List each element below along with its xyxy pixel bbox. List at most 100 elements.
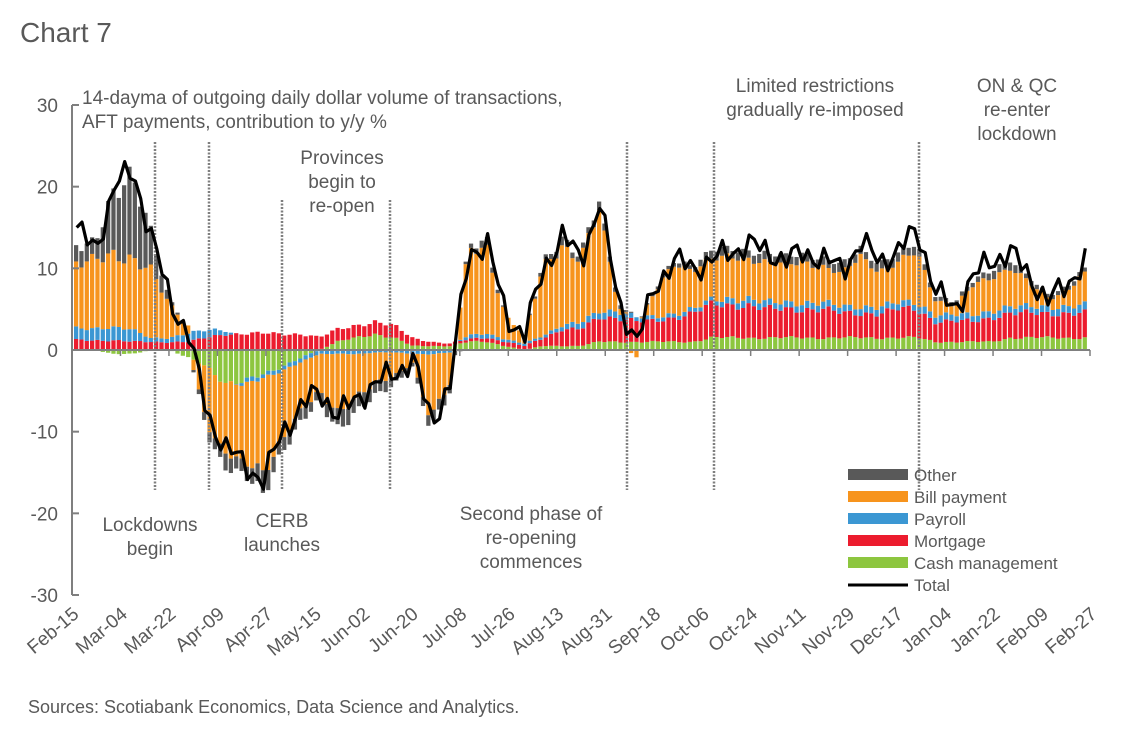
bar-segment-other	[698, 259, 703, 267]
bar-segment-mortgage	[244, 334, 250, 350]
bar-segment-mortgage	[831, 310, 837, 338]
bar-segment-bill-payment	[741, 256, 746, 301]
bar-segment-payroll	[244, 377, 250, 382]
bar-segment-mortgage	[645, 319, 650, 342]
bar-segment-payroll	[436, 350, 442, 354]
bar-segment-mortgage	[127, 341, 132, 350]
bar-segment-cash-management	[298, 350, 303, 359]
bar-segment-cash-management	[778, 338, 783, 350]
bar-segment-mortgage	[90, 340, 95, 350]
bar-segment-mortgage	[346, 328, 351, 340]
bar-segment-bill-payment	[698, 266, 703, 308]
bar-segment-payroll	[874, 309, 879, 317]
bar-segment-cash-management	[725, 336, 730, 350]
bar-segment-bill-payment	[735, 260, 741, 304]
bar-segment-cash-management	[607, 341, 612, 350]
bar-segment-mortgage	[148, 342, 153, 350]
bar-segment-mortgage	[330, 330, 335, 345]
bar-segment-mortgage	[783, 307, 789, 338]
chart-title: Chart 7	[20, 17, 112, 48]
bar-segment-mortgage	[1082, 309, 1087, 338]
bar-segment-bill-payment	[314, 355, 319, 393]
bar-segment-other	[212, 438, 217, 450]
x-tick-label: Feb-09	[993, 604, 1053, 659]
bar-segment-payroll	[1023, 303, 1029, 310]
bar-segment-mortgage	[885, 308, 890, 338]
bar-segment-other	[1050, 295, 1055, 300]
bar-segment-mortgage	[506, 342, 511, 347]
bar-segment-other	[687, 265, 692, 269]
legend: Other Bill payment Payroll Mortgage Cash man…	[848, 466, 1058, 595]
bar-segment-bill-payment	[815, 268, 821, 306]
bar-segment-cash-management	[362, 337, 367, 350]
bar-segment-mortgage	[661, 321, 666, 343]
bar-segment-other	[1055, 291, 1061, 296]
bar-segment-cash-management	[346, 339, 351, 350]
bar-segment-mortgage	[522, 345, 527, 350]
bar-segment-bill-payment	[634, 350, 639, 358]
bar-segment-cash-management	[399, 340, 404, 350]
bar-segment-bill-payment	[821, 264, 826, 302]
bar-segment-other	[378, 379, 383, 392]
bar-segment-payroll	[730, 298, 735, 305]
bar-segment-payroll	[970, 316, 975, 322]
bar-segment-payroll	[170, 336, 175, 343]
bar-segment-bill-payment	[447, 352, 452, 386]
bar-segment-payroll	[1077, 304, 1082, 313]
bar-segment-other	[570, 252, 575, 259]
bar-segment-bill-payment	[869, 268, 874, 307]
bar-segment-mortgage	[191, 339, 196, 350]
annotation-ON-QC: re-enter	[984, 100, 1051, 121]
bar-segment-mortgage	[1055, 316, 1061, 339]
bar-segment-cash-management	[698, 341, 703, 350]
bar-segment-bill-payment	[799, 260, 805, 306]
bar-segment-bill-payment	[762, 259, 767, 301]
bar-segment-bill-payment	[116, 261, 121, 327]
bar-segment-bill-payment	[933, 301, 938, 318]
bar-segment-mortgage	[575, 329, 580, 346]
bar-segment-bill-payment	[170, 305, 175, 337]
bar-segment-payroll	[100, 329, 105, 341]
bar-segment-other	[1082, 267, 1087, 272]
bar-segment-payroll	[415, 350, 420, 354]
bar-segment-cash-management	[1045, 336, 1050, 350]
bar-segment-cash-management	[901, 337, 906, 350]
bar-segment-payroll	[399, 350, 404, 353]
bar-segment-cash-management	[965, 340, 970, 350]
bar-segment-cash-management	[879, 339, 885, 350]
bar-segment-payroll	[255, 377, 260, 382]
bar-segment-mortgage	[559, 331, 564, 347]
bar-segment-bill-payment	[244, 381, 250, 467]
bar-segment-cash-management	[191, 350, 196, 360]
bar-segment-cash-management	[330, 344, 335, 350]
bar-segment-bill-payment	[138, 269, 143, 333]
bar-segment-cash-management	[394, 337, 399, 350]
bar-segment-payroll	[564, 323, 570, 330]
bar-segment-bill-payment	[1018, 273, 1023, 306]
bar-segment-cash-management	[805, 337, 810, 350]
bar-segment-mortgage	[1061, 312, 1066, 338]
bar-segment-bill-payment	[436, 353, 442, 399]
bar-segment-bill-payment	[602, 230, 607, 313]
bar-segment-bill-payment	[650, 296, 655, 316]
bar-segment-mortgage	[138, 341, 143, 350]
bar-segment-bill-payment	[527, 314, 532, 341]
bar-segment-bill-payment	[212, 375, 217, 439]
bar-segment-mortgage	[986, 317, 991, 341]
total-line	[75, 160, 1087, 491]
bar-segment-payroll	[1018, 305, 1023, 313]
bar-segment-bill-payment	[677, 267, 682, 316]
bar-segment-cash-management	[106, 350, 111, 353]
bar-segment-bill-payment	[564, 246, 570, 324]
bar-segment-cash-management	[954, 342, 959, 350]
bar-segment-payroll	[84, 330, 89, 341]
bar-segment-mortgage	[826, 306, 831, 338]
bar-segment-mortgage	[564, 329, 570, 347]
bar-segment-bill-payment	[378, 352, 383, 380]
bar-segment-mortgage	[842, 311, 847, 338]
bar-segment-payroll	[1071, 308, 1077, 316]
bar-segment-bill-payment	[266, 374, 271, 471]
bar-segment-mortgage	[954, 322, 959, 343]
bar-segment-other	[271, 456, 276, 473]
y-tick-label: 30	[37, 96, 58, 117]
